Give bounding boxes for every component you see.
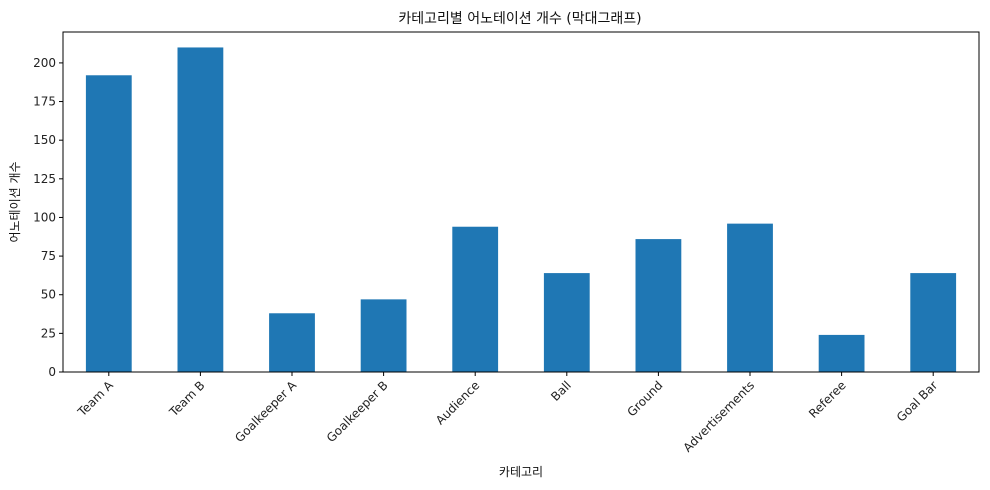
x-tick-label: Advertisements xyxy=(681,378,758,455)
bar-advertisements xyxy=(727,223,773,372)
x-axis-label: 카테고리 xyxy=(499,465,543,479)
x-tick-label: Team A xyxy=(74,378,116,420)
x-tick-label: Ball xyxy=(548,378,574,404)
bar-audience xyxy=(452,226,499,372)
x-tick-label: Goalkeeper B xyxy=(324,378,391,445)
bar-team-b xyxy=(177,47,224,373)
y-axis: 0 25 50 75 100 125 150 175 200 xyxy=(33,56,63,379)
bar-ball xyxy=(543,273,590,372)
y-tick-label: 125 xyxy=(33,172,56,186)
y-tick-label: 50 xyxy=(41,288,56,302)
x-axis: Team A Team B Goalkeeper A Goalkeeper B Audi… xyxy=(74,372,940,455)
bar-goalkeeper-a xyxy=(269,313,315,372)
x-tick-label: Goalkeeper A xyxy=(232,378,299,445)
y-tick-label: 0 xyxy=(48,365,56,379)
y-tick-label: 25 xyxy=(41,326,56,340)
chart-title: 카테고리별 어노테이션 개수 (막대그래프) xyxy=(398,11,641,27)
y-tick-label: 150 xyxy=(33,133,56,147)
y-axis-label: 어노테이션 개수 xyxy=(8,161,22,242)
x-tick-label: Referee xyxy=(806,378,849,421)
bar-goal-bar xyxy=(910,273,957,372)
x-tick-label: Team B xyxy=(166,378,208,420)
plot-frame xyxy=(62,31,980,373)
y-tick-label: 75 xyxy=(41,249,56,263)
bar-team-a xyxy=(85,75,132,372)
bar-goalkeeper-b xyxy=(360,299,407,372)
y-tick-label: 200 xyxy=(33,56,56,70)
y-tick-label: 175 xyxy=(33,95,56,109)
y-tick-label: 100 xyxy=(33,210,56,224)
bar-ground xyxy=(635,239,682,372)
bar-referee xyxy=(818,334,865,372)
bars-group xyxy=(85,47,957,373)
x-tick-label: Audience xyxy=(433,378,482,427)
x-tick-label: Goal Bar xyxy=(894,378,940,424)
x-tick-label: Ground xyxy=(624,378,665,419)
